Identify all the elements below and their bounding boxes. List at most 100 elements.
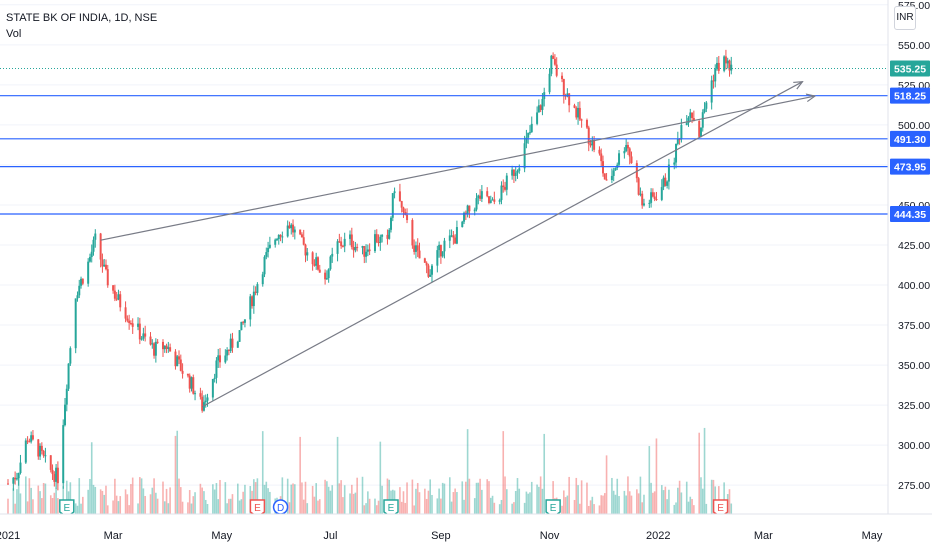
y-tick-label: 300.00 [898,440,930,452]
candle-body [585,119,588,128]
candle-body [664,177,667,186]
volume-bar [701,488,704,514]
candle-body [17,473,20,479]
candles [7,49,733,491]
volume-bar [315,483,317,514]
candle-body [140,338,143,340]
candle-body [40,445,43,451]
candle-body [539,105,542,110]
candle-body [555,64,558,76]
volume-bar [712,479,715,514]
volume-bar [114,478,116,514]
volume-bar [352,493,355,514]
x-tick-label: 2021 [0,530,20,542]
volume-bar [685,481,688,514]
candle-body [124,307,127,319]
candle-body [386,234,389,239]
volume-bar [351,484,353,514]
volume-bar [563,490,565,514]
volume-bar [336,436,339,514]
candle-body [523,143,526,169]
volume-bar [326,481,328,514]
volume-bar [511,503,513,514]
candle-body [626,145,629,149]
volume-bar [641,502,643,514]
candle-body [163,345,166,350]
volume-bar [493,502,496,514]
volume-bar [354,492,357,514]
volume-bar [192,496,195,514]
volume-bar [327,486,330,514]
volume-bar [668,489,670,514]
candle-body [625,145,628,152]
volume-bar [648,446,651,514]
volume-bar [568,476,570,514]
candle-body [338,241,341,243]
candle-body [448,235,451,241]
volume-bar [611,477,613,514]
y-tick-label: 500.00 [898,120,930,132]
volume-bar [7,498,9,514]
volume-bar [137,503,139,514]
candle-body [536,112,539,124]
candle-body [667,164,670,182]
volume-bar [115,495,118,514]
candle-body [602,161,605,174]
level-tag-bg [890,158,930,175]
candle-body [42,450,45,456]
volume-bar [415,488,417,514]
volume-bar [155,492,157,514]
candle-body [491,199,494,201]
x-tick-label: May [211,530,232,542]
candle-body [153,343,156,356]
candle-body [156,341,159,343]
candle-body [691,112,694,119]
volume-bar [117,501,120,514]
volume-bar [461,481,464,514]
candle-body [477,195,480,199]
candle-body [169,347,172,352]
candle-body [324,272,327,280]
volume-bar [399,487,401,514]
volume-bar [203,491,205,514]
volume-bar [381,485,383,514]
candle-body [653,196,656,199]
candle-body [618,153,621,165]
candle-body [436,250,439,266]
volume-bar [481,489,483,514]
volume-bar [37,485,40,514]
volume-bar [188,490,191,514]
volume-bar [418,492,421,514]
volume-bar [536,484,538,514]
candle-body [680,125,683,140]
currency-badge[interactable]: INR [894,6,916,30]
volume-bar [82,496,84,514]
candle-body [99,233,102,260]
candle-body [19,462,22,474]
candle-body [393,191,396,194]
candle-body [552,55,555,59]
volume-bar [564,497,567,514]
volume-bar [286,478,289,514]
volume-bar [450,501,453,514]
candle-body [178,356,181,360]
volume-bar [340,480,342,514]
volume-bar [265,481,268,514]
volume-bar [338,483,341,514]
candle-body [14,477,17,480]
candle-body [628,148,631,157]
candle-body [7,483,9,485]
candle-body [723,56,726,71]
volume-bar [431,494,433,514]
volume-bar [675,502,677,514]
candle-body [580,119,583,121]
volume-bar [124,489,127,514]
candle-body [685,122,688,126]
candle-body [179,359,182,371]
volume-bar [144,495,146,514]
volume-bar [301,482,303,514]
volume-bar [49,495,52,514]
y-tick-label: 400.00 [898,280,930,292]
